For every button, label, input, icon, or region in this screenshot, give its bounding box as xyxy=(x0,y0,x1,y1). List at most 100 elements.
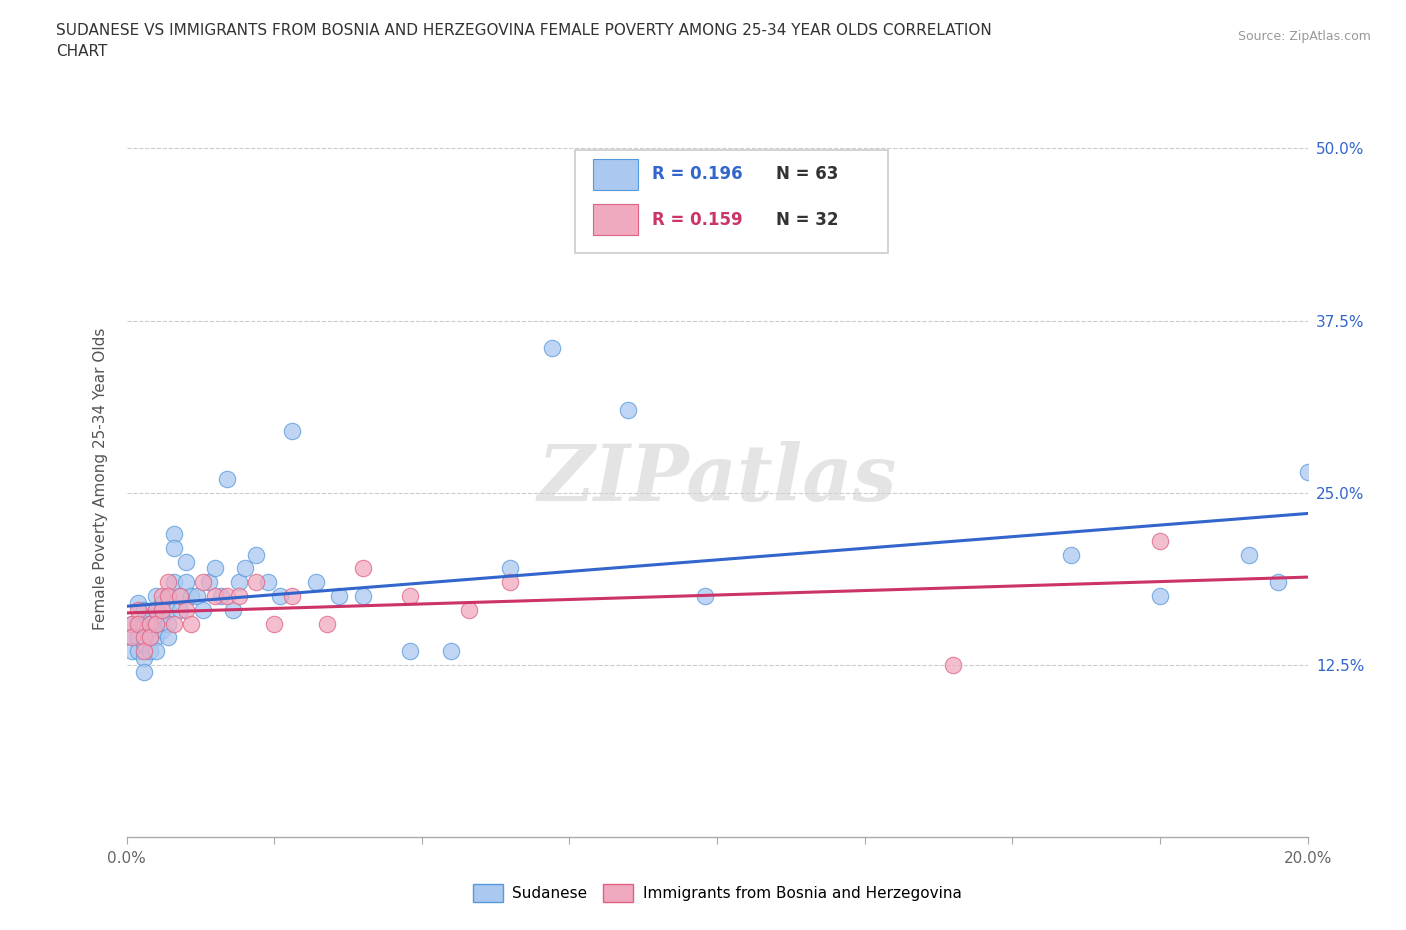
Point xyxy=(186,589,208,604)
Point xyxy=(215,472,238,486)
Point xyxy=(150,603,173,618)
Point xyxy=(540,340,562,355)
Text: ZIPatlas: ZIPatlas xyxy=(537,441,897,517)
Point xyxy=(150,595,173,610)
Point xyxy=(695,589,717,604)
Point xyxy=(193,575,215,590)
Point xyxy=(1149,534,1171,549)
Point xyxy=(156,589,179,604)
Y-axis label: Female Poverty Among 25-34 Year Olds: Female Poverty Among 25-34 Year Olds xyxy=(93,327,108,631)
Point xyxy=(156,616,179,631)
Point xyxy=(304,575,326,590)
Point xyxy=(145,603,167,618)
Point xyxy=(121,616,143,631)
Point xyxy=(134,637,156,652)
Point xyxy=(121,630,143,644)
Point xyxy=(163,540,186,555)
FancyBboxPatch shape xyxy=(593,205,638,235)
Point xyxy=(134,644,156,658)
Point xyxy=(328,589,350,604)
Point xyxy=(1237,547,1260,562)
Point xyxy=(169,589,191,604)
Point xyxy=(399,644,422,658)
Point xyxy=(156,589,179,604)
Point xyxy=(156,603,179,618)
Point xyxy=(174,554,197,569)
Point xyxy=(121,616,143,631)
Point xyxy=(150,623,173,638)
Point xyxy=(245,575,267,590)
Point xyxy=(193,603,215,618)
Text: SUDANESE VS IMMIGRANTS FROM BOSNIA AND HERZEGOVINA FEMALE POVERTY AMONG 25-34 YE: SUDANESE VS IMMIGRANTS FROM BOSNIA AND H… xyxy=(56,23,993,60)
Text: N = 63: N = 63 xyxy=(776,166,838,183)
Point xyxy=(134,651,156,666)
Point xyxy=(156,630,179,644)
Point xyxy=(269,589,291,604)
Point xyxy=(150,609,173,624)
Point xyxy=(174,575,197,590)
Point xyxy=(942,658,965,672)
Point xyxy=(127,644,149,658)
Point xyxy=(180,616,202,631)
Text: Source: ZipAtlas.com: Source: ZipAtlas.com xyxy=(1237,30,1371,43)
Point xyxy=(169,589,191,604)
Point xyxy=(163,575,186,590)
Text: R = 0.159: R = 0.159 xyxy=(652,211,742,229)
Point xyxy=(139,609,162,624)
Point xyxy=(228,575,250,590)
Point xyxy=(228,589,250,604)
Point xyxy=(163,526,186,541)
Point xyxy=(139,644,162,658)
Point xyxy=(281,589,304,604)
Text: R = 0.196: R = 0.196 xyxy=(652,166,742,183)
Point xyxy=(169,603,191,618)
Point xyxy=(617,403,640,418)
Point xyxy=(145,616,167,631)
Point xyxy=(139,630,162,644)
Point xyxy=(1060,547,1083,562)
Point xyxy=(134,664,156,679)
Point xyxy=(145,616,167,631)
Point xyxy=(134,630,156,644)
Point xyxy=(1149,589,1171,604)
Point xyxy=(139,616,162,631)
Point xyxy=(204,589,226,604)
Point xyxy=(174,603,197,618)
Point xyxy=(139,630,162,644)
Point xyxy=(281,423,304,438)
FancyBboxPatch shape xyxy=(575,150,889,253)
Point xyxy=(440,644,463,658)
Point xyxy=(127,630,149,644)
Point xyxy=(204,561,226,576)
Point xyxy=(156,575,179,590)
Point xyxy=(134,603,156,618)
Point xyxy=(245,547,267,562)
Point xyxy=(352,589,374,604)
Point xyxy=(1267,575,1289,590)
Point xyxy=(198,575,221,590)
Point xyxy=(127,603,149,618)
Point xyxy=(257,575,280,590)
Point xyxy=(145,630,167,644)
Point xyxy=(233,561,256,576)
Point xyxy=(263,616,285,631)
Point xyxy=(222,603,245,618)
Point xyxy=(127,595,149,610)
Point xyxy=(352,561,374,576)
Point xyxy=(180,589,202,604)
Point xyxy=(145,603,167,618)
Point xyxy=(499,575,522,590)
Point xyxy=(121,630,143,644)
Point xyxy=(499,561,522,576)
Point xyxy=(458,603,481,618)
Legend: Sudanese, Immigrants from Bosnia and Herzegovina: Sudanese, Immigrants from Bosnia and Her… xyxy=(467,878,967,908)
Point xyxy=(145,589,167,604)
Point xyxy=(1296,465,1319,480)
Point xyxy=(209,589,232,604)
Point xyxy=(121,644,143,658)
Point xyxy=(316,616,339,631)
Point xyxy=(134,616,156,631)
Point xyxy=(139,616,162,631)
Point xyxy=(215,589,238,604)
Point xyxy=(127,616,149,631)
